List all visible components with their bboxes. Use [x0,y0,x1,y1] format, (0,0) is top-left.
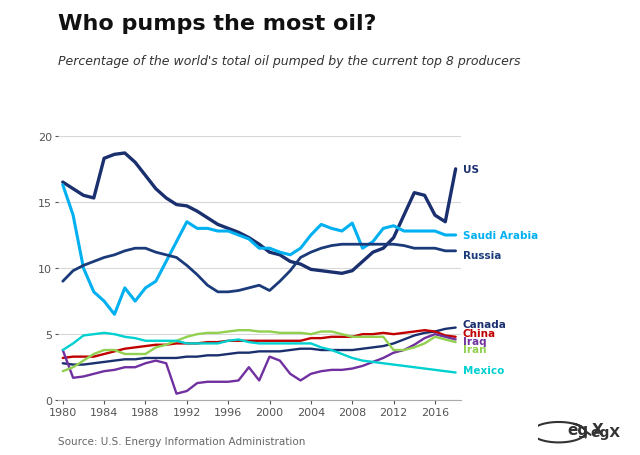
Text: Mexico: Mexico [463,365,504,375]
Text: Iraq: Iraq [463,336,486,346]
Text: Iran: Iran [463,344,486,354]
Text: Percentage of the world's total oil pumped by the current top 8 producers: Percentage of the world's total oil pump… [58,55,520,68]
Text: eg: eg [568,422,589,437]
Text: China: China [463,328,496,338]
Text: Who pumps the most oil?: Who pumps the most oil? [58,14,376,34]
Text: Source: U.S. Energy Information Administration: Source: U.S. Energy Information Administ… [58,436,305,446]
Text: X: X [592,422,604,437]
Text: Russia: Russia [463,250,501,260]
Text: US: US [463,165,479,174]
Text: Saudi Arabia: Saudi Arabia [463,231,538,240]
Text: egX: egX [590,425,621,439]
Text: Canada: Canada [463,319,507,329]
